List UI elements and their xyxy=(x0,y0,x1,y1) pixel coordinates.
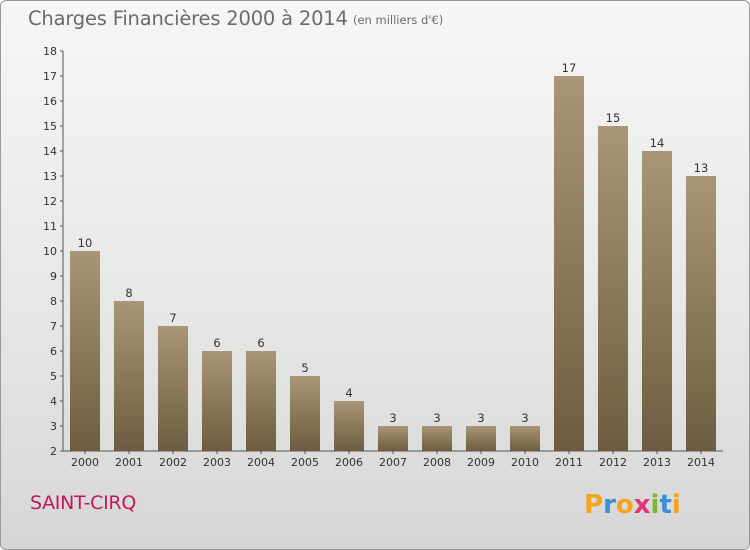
logo-letter: r xyxy=(603,490,616,520)
bar xyxy=(642,151,672,451)
x-tick-label: 2014 xyxy=(687,456,715,469)
value-label: 3 xyxy=(521,411,528,425)
bar xyxy=(554,76,584,451)
bar xyxy=(246,351,276,451)
x-tick-label: 2006 xyxy=(335,456,363,469)
proxiti-logo: Proxiti xyxy=(584,490,681,520)
x-tick-label: 2002 xyxy=(159,456,187,469)
logo-letter: i xyxy=(671,490,681,520)
value-label: 7 xyxy=(169,311,176,325)
value-label: 14 xyxy=(650,136,665,150)
chart-title: Charges Financières 2000 à 2014 xyxy=(28,7,348,30)
logo-letter: x xyxy=(633,490,651,520)
x-tick-label: 2010 xyxy=(511,456,539,469)
x-tick-label: 2009 xyxy=(467,456,495,469)
x-tick-label: 2004 xyxy=(247,456,275,469)
value-label: 15 xyxy=(606,111,621,125)
y-tick-label: 6 xyxy=(50,345,57,358)
y-tick-label: 15 xyxy=(43,120,57,133)
bar xyxy=(686,176,716,451)
bar xyxy=(466,426,496,451)
y-tick-label: 10 xyxy=(43,245,57,258)
logo-letter: i xyxy=(650,490,660,520)
y-tick-label: 9 xyxy=(50,270,57,283)
x-tick-label: 2007 xyxy=(379,456,407,469)
value-label: 3 xyxy=(433,411,440,425)
y-tick-label: 11 xyxy=(43,220,57,233)
bar xyxy=(378,426,408,451)
bar xyxy=(202,351,232,451)
value-label: 6 xyxy=(213,336,220,350)
bar xyxy=(290,376,320,451)
logo-letter: P xyxy=(584,490,604,520)
y-tick-label: 17 xyxy=(43,70,57,83)
value-label: 10 xyxy=(78,236,93,250)
y-tick-label: 12 xyxy=(43,195,57,208)
value-label: 3 xyxy=(477,411,484,425)
bar xyxy=(114,301,144,451)
bar xyxy=(70,251,100,451)
bar xyxy=(598,126,628,451)
x-tick-label: 2008 xyxy=(423,456,451,469)
logo-letter: o xyxy=(615,490,634,520)
chart-subtitle: (en milliers d'€) xyxy=(353,13,444,27)
y-tick-label: 16 xyxy=(43,95,57,108)
x-tick-label: 2003 xyxy=(203,456,231,469)
logo-letter: t xyxy=(659,490,672,520)
y-tick-label: 18 xyxy=(43,45,57,58)
bar xyxy=(422,426,452,451)
value-label: 4 xyxy=(345,386,352,400)
y-tick-label: 2 xyxy=(50,445,57,458)
value-label: 5 xyxy=(301,361,308,375)
y-tick-label: 3 xyxy=(50,420,57,433)
commune-name: SAINT-CIRQ xyxy=(30,492,136,514)
value-label: 13 xyxy=(694,161,709,175)
value-label: 8 xyxy=(125,286,132,300)
x-tick-label: 2011 xyxy=(555,456,583,469)
y-tick-label: 7 xyxy=(50,320,57,333)
value-label: 3 xyxy=(389,411,396,425)
y-tick-label: 5 xyxy=(50,370,57,383)
x-tick-label: 2000 xyxy=(71,456,99,469)
bar xyxy=(158,326,188,451)
y-tick-label: 8 xyxy=(50,295,57,308)
y-tick-label: 4 xyxy=(50,395,57,408)
y-tick-label: 13 xyxy=(43,170,57,183)
bar xyxy=(510,426,540,451)
y-tick-label: 14 xyxy=(43,145,57,158)
x-tick-label: 2001 xyxy=(115,456,143,469)
value-label: 6 xyxy=(257,336,264,350)
value-label: 17 xyxy=(562,61,577,75)
x-tick-label: 2013 xyxy=(643,456,671,469)
bar xyxy=(334,401,364,451)
x-tick-label: 2005 xyxy=(291,456,319,469)
x-tick-label: 2012 xyxy=(599,456,627,469)
